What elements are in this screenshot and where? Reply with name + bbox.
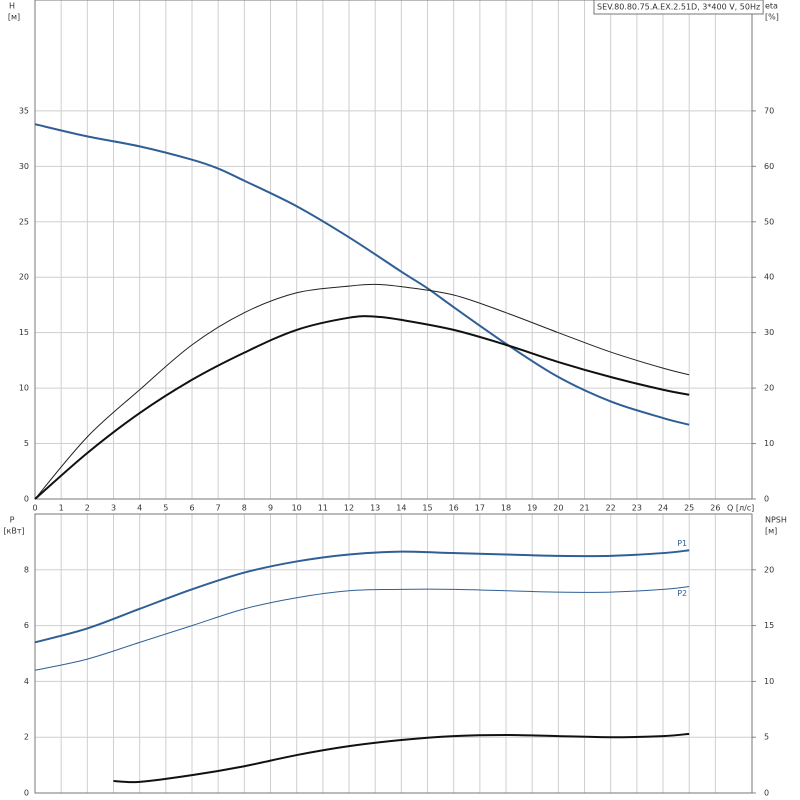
- chart-title: SEV.80.80.75.A.EX.2.51D, 3*400 V, 50Hz: [597, 3, 760, 12]
- x-tick-label: 16: [449, 504, 459, 513]
- curve-label: P1: [677, 539, 687, 548]
- y-tick-label: 8: [24, 565, 29, 574]
- x-tick-label: 2: [85, 504, 90, 513]
- plot-frame: [34, 513, 753, 794]
- x-tick-label: 8: [242, 504, 247, 513]
- plot-frame: [34, 0, 753, 500]
- x-tick-label: 18: [501, 504, 511, 513]
- y-tick-label: 5: [24, 439, 29, 448]
- curve: [34, 549, 690, 644]
- x-tick-label: 21: [579, 504, 589, 513]
- y-tick-label: 6: [24, 621, 29, 630]
- y2-tick-label: 0: [764, 495, 769, 504]
- y-tick-label: 0: [24, 789, 29, 798]
- y2-tick-label: 15: [764, 621, 774, 630]
- y2-axis-unit: [м]: [765, 527, 777, 536]
- x-tick-label: 4: [137, 504, 142, 513]
- curve: [113, 732, 690, 784]
- x-tick-label: 15: [422, 504, 432, 513]
- x-tick-label: 3: [111, 504, 116, 513]
- y2-tick-label: 40: [764, 273, 774, 282]
- y2-tick-label: 20: [764, 384, 774, 393]
- y-tick-label: 15: [19, 328, 29, 337]
- curve: [34, 586, 690, 671]
- y2-tick-label: 60: [764, 162, 774, 171]
- curve-label: P2: [677, 589, 687, 598]
- y-tick-label: 30: [19, 162, 29, 171]
- curve: [34, 283, 690, 500]
- y-tick-label: 0: [24, 495, 29, 504]
- x-tick-label: 17: [475, 504, 485, 513]
- y-tick-label: 25: [19, 217, 29, 226]
- x-tick-label: 13: [370, 504, 380, 513]
- x-tick-label: 19: [527, 504, 537, 513]
- y-tick-label: 20: [19, 273, 29, 282]
- y2-axis-unit: [%]: [765, 13, 779, 22]
- curve: [34, 315, 690, 500]
- y-tick-label: 4: [24, 677, 29, 686]
- y2-tick-label: 20: [764, 565, 774, 574]
- x-tick-label: 20: [553, 504, 563, 513]
- title-box: [593, 0, 764, 15]
- y2-axis-label: eta: [765, 2, 778, 11]
- x-tick-label: 11: [318, 504, 328, 513]
- y-tick-label: 10: [19, 384, 29, 393]
- x-tick-label: 23: [632, 504, 642, 513]
- x-tick-label: 26: [710, 504, 720, 513]
- x-tick-label: 14: [396, 504, 406, 513]
- y2-axis-label: NPSH: [765, 516, 787, 525]
- y-axis-label: H: [9, 2, 15, 11]
- y-tick-label: 2: [24, 733, 29, 742]
- y2-tick-label: 10: [764, 439, 774, 448]
- y2-tick-label: 10: [764, 677, 774, 686]
- curve: [34, 123, 690, 426]
- y2-tick-label: 0: [764, 789, 769, 798]
- x-tick-label: 0: [32, 504, 37, 513]
- y-axis-unit: [кВт]: [3, 527, 24, 536]
- x-tick-label: 1: [59, 504, 64, 513]
- x-tick-label: 12: [344, 504, 354, 513]
- y-axis-unit: [м]: [8, 13, 20, 22]
- x-tick-label: 25: [684, 504, 694, 513]
- x-tick-label: 10: [292, 504, 302, 513]
- x-tick-label: 6: [189, 504, 194, 513]
- x-tick-label: 5: [163, 504, 168, 513]
- y2-tick-label: 70: [764, 106, 774, 115]
- x-tick-label: 7: [216, 504, 221, 513]
- y2-tick-label: 50: [764, 217, 774, 226]
- x-tick-label: 9: [268, 504, 273, 513]
- x-axis-label: Q [л/с]: [727, 504, 754, 513]
- y-axis-label: P: [10, 516, 15, 525]
- x-tick-label: 24: [658, 504, 668, 513]
- y-tick-label: 35: [19, 106, 29, 115]
- x-tick-label: 22: [606, 504, 616, 513]
- y2-tick-label: 5: [764, 733, 769, 742]
- y2-tick-label: 30: [764, 328, 774, 337]
